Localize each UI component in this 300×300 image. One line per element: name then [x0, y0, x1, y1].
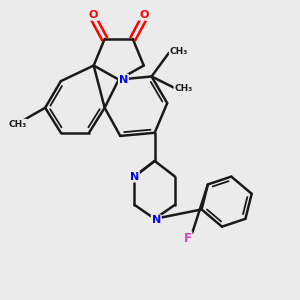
Text: CH₃: CH₃ [8, 119, 27, 128]
Text: CH₃: CH₃ [170, 47, 188, 56]
Text: N: N [152, 215, 161, 225]
Text: O: O [89, 10, 98, 20]
Text: N: N [119, 75, 128, 85]
Text: O: O [139, 10, 148, 20]
Text: F: F [184, 232, 191, 245]
Text: N: N [130, 172, 139, 182]
Text: CH₃: CH₃ [174, 85, 193, 94]
